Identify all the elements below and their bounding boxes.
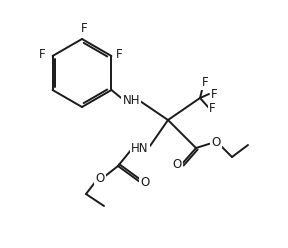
Text: NH: NH — [122, 94, 140, 107]
Text: O: O — [140, 177, 150, 189]
Text: F: F — [116, 48, 123, 61]
Text: O: O — [173, 158, 182, 172]
Text: O: O — [211, 136, 221, 150]
Text: F: F — [202, 75, 208, 89]
Text: F: F — [39, 48, 46, 61]
Text: F: F — [209, 101, 215, 115]
Text: O: O — [95, 172, 105, 185]
Text: F: F — [81, 23, 87, 35]
Text: F: F — [211, 88, 217, 100]
Text: HN: HN — [131, 142, 149, 155]
